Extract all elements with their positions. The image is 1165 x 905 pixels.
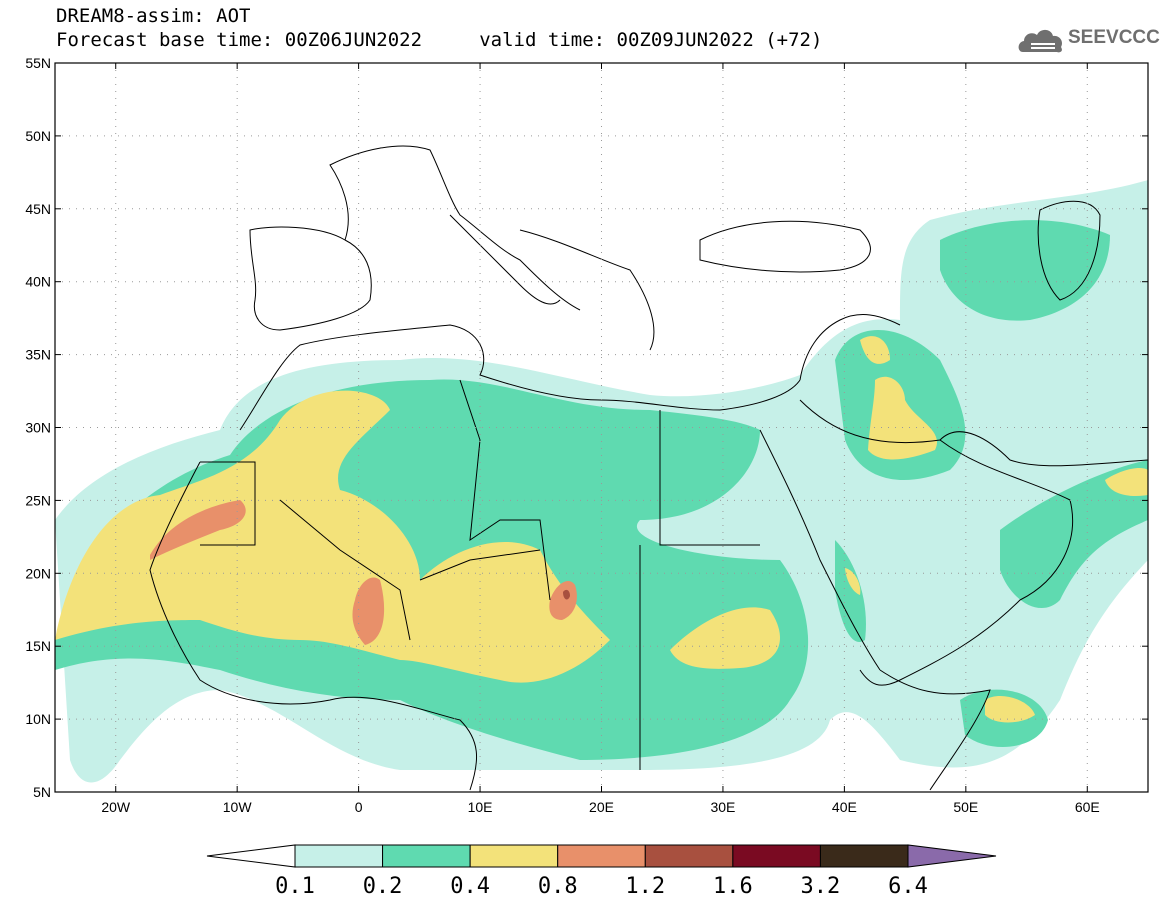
aot-region-very-high (150, 500, 246, 560)
aot-region-high (55, 390, 610, 683)
lat-tick-label: 20N (25, 565, 51, 581)
colorbar-swatch (557, 844, 646, 868)
aot-region-very-high (549, 580, 577, 620)
aot-region-moderate (940, 220, 1110, 321)
coastlines (149, 145, 1148, 791)
lat-tick-label: 50N (25, 128, 51, 144)
lon-tick-label: 60E (1075, 799, 1100, 815)
lon-tick-label: 10E (468, 799, 493, 815)
colorbar-swatch (819, 844, 909, 868)
lon-tick-label: 20E (589, 799, 614, 815)
lat-tick-label: 15N (25, 638, 51, 654)
colorbar-over-arrow (907, 844, 997, 868)
colorbar-level-label: 3.2 (801, 874, 841, 899)
colorbar-under-arrow (206, 844, 296, 868)
lat-tick-label: 25N (25, 492, 51, 508)
lon-tick-label: 50E (953, 799, 978, 815)
colorbar-level-label: 0.1 (275, 874, 315, 899)
lat-tick-label: 35N (25, 347, 51, 363)
lat-tick-label: 10N (25, 711, 51, 727)
map-title: DREAM8-assim: AOT (56, 5, 251, 27)
colorbar-swatch (382, 844, 471, 868)
lon-tick-label: 40E (832, 799, 857, 815)
lat-tick-label: 45N (25, 201, 51, 217)
aot-region-high (845, 568, 861, 595)
colorbar-swatch (469, 844, 559, 868)
cloud-icon (1018, 29, 1063, 53)
lon-tick-label: 30E (710, 799, 735, 815)
colorbar-level-label: 1.6 (713, 874, 753, 899)
colorbar-swatch (644, 844, 734, 868)
aot-shading (55, 180, 1148, 783)
lon-tick-label: 10W (223, 799, 253, 815)
aot-region-high (985, 695, 1035, 723)
aot-region-very-high (352, 577, 385, 645)
lat-tick-label: 5N (33, 784, 51, 800)
lat-tick-label: 40N (25, 274, 51, 290)
aot-region-high (670, 607, 780, 669)
aot-region-extreme (563, 589, 570, 600)
aot-region-moderate (835, 540, 866, 642)
lon-tick-label: 20W (101, 799, 131, 815)
logo-text: SEEVCCC (1068, 27, 1160, 48)
colorbar-swatch (294, 844, 384, 868)
colorbar-level-label: 6.4 (888, 874, 928, 899)
colorbar-level-label: 1.2 (625, 874, 665, 899)
aot-region-moderate (1000, 460, 1148, 609)
aot-region-high (860, 336, 890, 364)
colorbar-level-label: 0.4 (450, 874, 490, 899)
colorbar-level-label: 0.2 (363, 874, 403, 899)
colorbar: 0.1 0.2 0.4 0.8 1.2 1.6 3.2 6.4 (206, 844, 997, 899)
axis-ticks: 5N 10N 15N 20N 25N 30N 35N 40N 45N 50N 55N 20W 10W 0 1… (25, 55, 1148, 815)
lat-tick-label: 30N (25, 420, 51, 436)
colorbar-swatch (732, 844, 821, 868)
aot-region-high (1105, 468, 1148, 497)
graticule (55, 63, 1148, 792)
colorbar-level-label: 0.8 (538, 874, 578, 899)
forecast-time-subtitle: Forecast base time: 00Z06JUN2022 valid t… (56, 29, 823, 51)
lon-tick-label: 0 (355, 799, 363, 815)
lat-tick-label: 55N (25, 55, 51, 71)
aot-region-high (868, 376, 938, 460)
